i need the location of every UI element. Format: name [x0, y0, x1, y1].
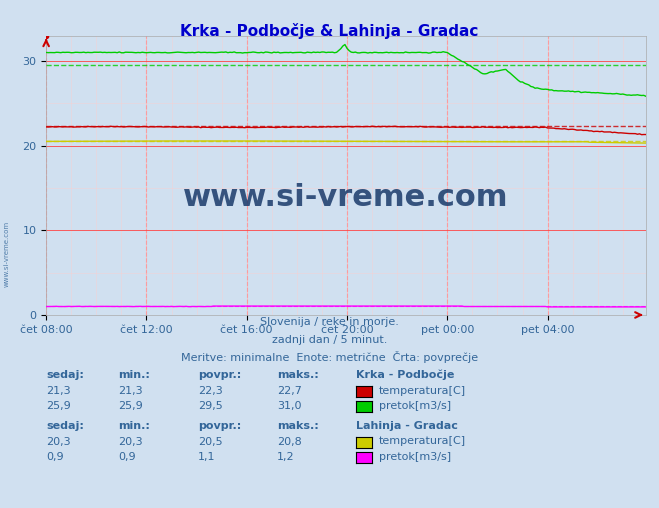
Text: 1,2: 1,2	[277, 452, 295, 462]
Text: 20,5: 20,5	[198, 436, 222, 447]
Text: maks.:: maks.:	[277, 370, 318, 380]
Text: pretok[m3/s]: pretok[m3/s]	[379, 401, 451, 411]
Text: 29,5: 29,5	[198, 401, 223, 411]
Text: povpr.:: povpr.:	[198, 370, 241, 380]
Text: sedaj:: sedaj:	[46, 370, 84, 380]
Text: 22,7: 22,7	[277, 386, 302, 396]
Text: 21,3: 21,3	[119, 386, 143, 396]
Text: temperatura[C]: temperatura[C]	[379, 436, 466, 447]
Text: 21,3: 21,3	[46, 386, 71, 396]
Text: povpr.:: povpr.:	[198, 421, 241, 431]
Text: 25,9: 25,9	[46, 401, 71, 411]
Text: 0,9: 0,9	[119, 452, 136, 462]
Text: 20,3: 20,3	[46, 436, 71, 447]
Text: sedaj:: sedaj:	[46, 421, 84, 431]
Text: 25,9: 25,9	[119, 401, 144, 411]
Text: www.si-vreme.com: www.si-vreme.com	[183, 183, 509, 212]
Text: 22,3: 22,3	[198, 386, 223, 396]
Text: maks.:: maks.:	[277, 421, 318, 431]
Text: 20,3: 20,3	[119, 436, 143, 447]
Text: 20,8: 20,8	[277, 436, 302, 447]
Text: Krka - Podbočje & Lahinja - Gradac: Krka - Podbočje & Lahinja - Gradac	[181, 23, 478, 39]
Text: temperatura[C]: temperatura[C]	[379, 386, 466, 396]
Text: Lahinja - Gradac: Lahinja - Gradac	[356, 421, 458, 431]
Text: 1,1: 1,1	[198, 452, 215, 462]
Text: min.:: min.:	[119, 421, 150, 431]
Text: pretok[m3/s]: pretok[m3/s]	[379, 452, 451, 462]
Text: min.:: min.:	[119, 370, 150, 380]
Text: 0,9: 0,9	[46, 452, 64, 462]
Text: Meritve: minimalne  Enote: metrične  Črta: povprečje: Meritve: minimalne Enote: metrične Črta:…	[181, 351, 478, 363]
Text: 31,0: 31,0	[277, 401, 301, 411]
Text: zadnji dan / 5 minut.: zadnji dan / 5 minut.	[272, 335, 387, 345]
Text: Krka - Podbočje: Krka - Podbočje	[356, 370, 454, 380]
Text: www.si-vreme.com: www.si-vreme.com	[3, 221, 10, 287]
Text: Slovenija / reke in morje.: Slovenija / reke in morje.	[260, 317, 399, 327]
